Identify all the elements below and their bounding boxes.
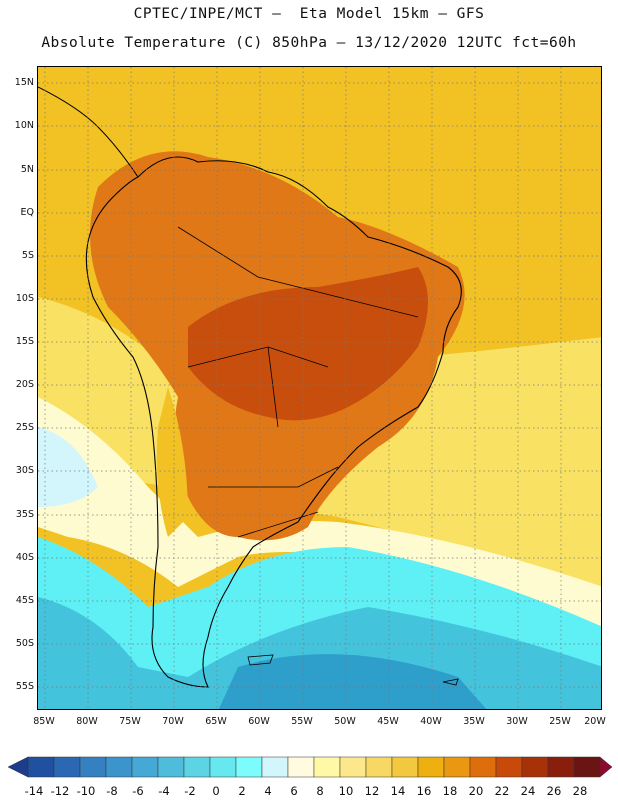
colorbar-swatch (209, 756, 237, 778)
colorbar-swatch (157, 756, 185, 778)
colorbar-label: 28 (572, 784, 588, 798)
colorbar-max-arrow (599, 756, 613, 778)
graticule (38, 67, 601, 709)
colorbar-swatch (391, 756, 419, 778)
colorbar-label: 12 (364, 784, 380, 798)
lon-label: 55W (291, 716, 313, 727)
colorbar-swatch (105, 756, 133, 778)
colorbar-label: 20 (468, 784, 484, 798)
central-america-coastline (38, 86, 139, 178)
lat-label: 35S (15, 509, 34, 520)
lat-label: 15N (14, 77, 34, 88)
colorbar-label: 24 (520, 784, 536, 798)
colorbar-swatch (339, 756, 367, 778)
colorbar-label: -10 (76, 784, 96, 798)
lat-label: 15S (15, 336, 34, 347)
colorbar-swatch (131, 756, 159, 778)
falkland-islands (247, 654, 274, 666)
colorbar-swatch (443, 756, 471, 778)
colorbar-swatch (313, 756, 341, 778)
lat-label: 45S (15, 595, 34, 606)
colorbar-swatch (235, 756, 263, 778)
colorbar-swatch (417, 756, 445, 778)
colorbar-label: -12 (50, 784, 70, 798)
lon-label: 65W (205, 716, 227, 727)
map-title: CPTEC/INPE/MCT – Eta Model 15km – GFS (133, 6, 485, 22)
lat-label: EQ (20, 207, 34, 218)
colorbar-swatch (547, 756, 575, 778)
pale-band (38, 397, 601, 627)
andes-warm (156, 387, 188, 537)
lat-label: 5N (20, 164, 34, 175)
lon-label: 45W (377, 716, 399, 727)
lon-label: 70W (162, 716, 184, 727)
lon-label: 80W (76, 716, 98, 727)
colorbar-label: 26 (546, 784, 562, 798)
colorbar-label: -4 (158, 784, 170, 798)
lat-label: 20S (15, 379, 34, 390)
lon-label: 25W (549, 716, 571, 727)
colorbar-swatch (79, 756, 107, 778)
colorbar-label: 10 (338, 784, 354, 798)
colorbar-swatch (573, 756, 601, 778)
lat-label: 40S (15, 552, 34, 563)
colorbar-swatch (365, 756, 393, 778)
colorbar-swatch (27, 756, 55, 778)
lon-label: 30W (506, 716, 528, 727)
colorbar-swatch (261, 756, 289, 778)
colorbar-label: 2 (238, 784, 246, 798)
colorbar-label: -2 (184, 784, 196, 798)
temperature-map (37, 66, 602, 710)
colorbar-swatch (287, 756, 315, 778)
country-borders (177, 226, 419, 538)
colorbar (7, 756, 613, 778)
colorbar-min-arrow (7, 756, 29, 778)
colorbar-label: 14 (390, 784, 406, 798)
colorbar-label: 18 (442, 784, 458, 798)
lat-label: 10N (14, 120, 34, 131)
map-subtitle: Absolute Temperature (C) 850hPa – 13/12/… (41, 35, 577, 51)
land-hotter (188, 267, 428, 421)
colorbar-swatch (469, 756, 497, 778)
lon-label: 85W (33, 716, 55, 727)
lon-label: 60W (248, 716, 270, 727)
colorbar-label: -14 (24, 784, 44, 798)
lat-label: 30S (15, 465, 34, 476)
lat-label: 55S (15, 681, 34, 692)
colorbar-label: 22 (494, 784, 510, 798)
lon-label: 75W (119, 716, 141, 727)
colorbar-label: 0 (212, 784, 220, 798)
colorbar-label: -8 (106, 784, 118, 798)
lon-label: 50W (334, 716, 356, 727)
colorbar-swatch (183, 756, 211, 778)
south-america-coastline (85, 156, 462, 688)
lat-label: 10S (15, 293, 34, 304)
lon-label: 20W (584, 716, 606, 727)
lon-label: 40W (420, 716, 442, 727)
lon-label: 35W (463, 716, 485, 727)
colorbar-label: 8 (316, 784, 324, 798)
coldest-band (218, 654, 487, 709)
lat-label: 50S (15, 638, 34, 649)
colorbar-swatch (495, 756, 523, 778)
colorbar-label: 16 (416, 784, 432, 798)
colorbar-label: 4 (264, 784, 272, 798)
colorbar-label: -6 (132, 784, 144, 798)
colorbar-label: 6 (290, 784, 298, 798)
west-cold-patch (38, 427, 98, 507)
lat-label: 25S (15, 422, 34, 433)
colorbar-swatch (521, 756, 549, 778)
lat-label: 5S (21, 250, 34, 261)
colorbar-swatch (53, 756, 81, 778)
south-georgia (442, 678, 459, 686)
